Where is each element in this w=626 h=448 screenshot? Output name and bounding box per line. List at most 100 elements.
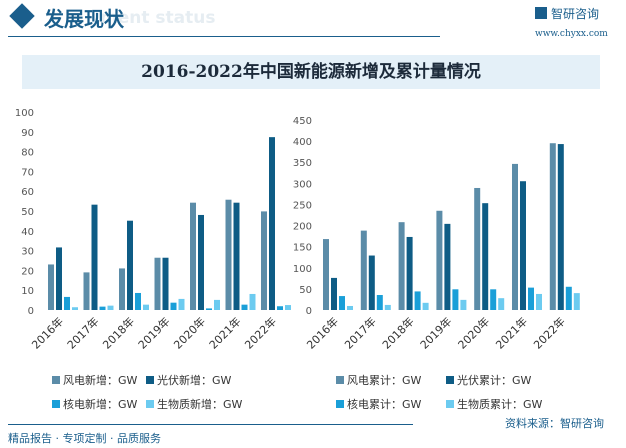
x-tick-label: 2016年 <box>29 314 66 351</box>
legend-swatch <box>146 400 154 408</box>
x-tick-label: 2019年 <box>417 314 454 351</box>
bar-wind-2021年 <box>225 199 232 310</box>
legend-item: 核电新增：GW <box>52 396 137 412</box>
bar-wind-2016年 <box>323 239 329 310</box>
bar-wind-2017年 <box>360 230 367 310</box>
bar-solar-2017年 <box>91 204 98 310</box>
legend-label: 生物质累计：GW <box>457 398 543 411</box>
bar-wind-2022年 <box>549 143 556 310</box>
legend-label: 生物质新增：GW <box>157 398 243 411</box>
legend-swatch <box>446 376 454 384</box>
legend-swatch <box>146 376 154 384</box>
x-tick-label: 2017年 <box>64 314 101 351</box>
bar-nuclear-2019年 <box>452 289 459 310</box>
y-tick-label: 200 <box>293 222 312 233</box>
bar-wind-2019年 <box>154 257 161 310</box>
y-tick-label: 0 <box>306 306 312 317</box>
y-tick-label: 100 <box>293 264 312 275</box>
bar-solar-2018年 <box>406 236 413 310</box>
bar-solar-2016年 <box>56 247 62 310</box>
legend-label: 风电新增：GW <box>63 374 138 387</box>
legend-item: 风电累计：GW <box>336 372 421 388</box>
y-tick-label: 0 <box>28 306 34 317</box>
bar-nuclear-2019年 <box>170 302 177 310</box>
legend-item: 光伏累计：GW <box>446 372 531 388</box>
bar-bio-2018年 <box>143 304 149 310</box>
bar-bio-2020年 <box>498 298 505 310</box>
bar-wind-2021年 <box>512 163 518 310</box>
legend-swatch <box>336 400 344 408</box>
x-tick-label: 2018年 <box>379 314 416 351</box>
y-tick-label: 70 <box>21 167 34 178</box>
x-tick-label: 2020年 <box>171 314 208 351</box>
bar-wind-2020年 <box>474 187 481 310</box>
bar-solar-2021年 <box>520 181 526 310</box>
bar-bio-2019年 <box>178 298 185 310</box>
y-tick-label: 350 <box>293 158 312 169</box>
y-tick-label: 20 <box>21 266 34 277</box>
x-tick-label: 2022年 <box>242 314 279 351</box>
bar-nuclear-2018年 <box>414 291 421 310</box>
bar-solar-2019年 <box>444 223 451 310</box>
bar-bio-2017年 <box>384 304 391 310</box>
bar-solar-2022年 <box>557 144 564 310</box>
bar-wind-2022年 <box>261 211 267 310</box>
bar-bio-2016年 <box>72 307 78 310</box>
bar-wind-2018年 <box>398 222 405 310</box>
x-tick-label: 2017年 <box>341 314 378 351</box>
legend-swatch <box>52 400 60 408</box>
bar-solar-2016年 <box>331 277 337 310</box>
bar-bio-2016年 <box>347 305 353 310</box>
legend-item: 生物质累计：GW <box>446 396 542 412</box>
bar-bio-2019年 <box>460 299 467 310</box>
legend-item: 光伏新增：GW <box>146 372 231 388</box>
bar-bio-2018年 <box>422 302 429 310</box>
brand-logo: 智研咨询 <box>535 5 599 22</box>
bar-solar-2022年 <box>269 137 275 310</box>
bar-wind-2017年 <box>83 272 90 310</box>
x-tick-label: 2022年 <box>530 314 567 351</box>
bar-solar-2019年 <box>162 257 169 310</box>
bar-bio-2022年 <box>573 293 580 310</box>
header-divider <box>8 36 440 37</box>
bar-nuclear-2018年 <box>135 292 141 310</box>
bar-bio-2017年 <box>107 305 114 310</box>
logo-text: 智研咨询 <box>551 7 600 21</box>
y-tick-label: 40 <box>21 227 34 238</box>
y-tick-label: 90 <box>21 128 34 139</box>
x-tick-label: 2019年 <box>135 314 172 351</box>
legend-item: 生物质新增：GW <box>146 396 242 412</box>
x-tick-label: 2020年 <box>455 314 492 351</box>
y-tick-label: 10 <box>21 286 34 297</box>
y-tick-label: 50 <box>21 207 34 218</box>
legend-label: 光伏新增：GW <box>157 374 232 387</box>
bar-nuclear-2016年 <box>339 296 345 310</box>
bar-wind-2018年 <box>119 268 125 310</box>
y-tick-label: 80 <box>21 148 34 159</box>
legend-swatch <box>52 376 60 384</box>
x-tick-label: 2021年 <box>206 314 243 351</box>
legend-label: 核电累计：GW <box>347 398 422 411</box>
brand-url: www.chyxx.com <box>535 29 608 39</box>
bar-bio-2022年 <box>285 305 291 310</box>
y-tick-label: 60 <box>21 187 34 198</box>
bar-nuclear-2020年 <box>206 308 212 310</box>
bar-solar-2020年 <box>198 214 204 310</box>
bar-nuclear-2017年 <box>376 295 383 310</box>
x-tick-label: 2021年 <box>493 314 530 351</box>
legend-item: 核电累计：GW <box>336 396 421 412</box>
legend-label: 光伏累计：GW <box>457 374 532 387</box>
bar-solar-2018年 <box>127 220 133 310</box>
bar-nuclear-2022年 <box>565 286 572 310</box>
bar-wind-2016年 <box>48 264 54 310</box>
footer-slogan: 精品报告 · 专项定制 · 品质服务 <box>8 432 161 445</box>
x-tick-label: 2016年 <box>304 314 341 351</box>
y-tick-label: 400 <box>293 137 312 148</box>
y-tick-label: 150 <box>293 243 312 254</box>
bar-bio-2021年 <box>536 293 542 310</box>
x-tick-label: 2018年 <box>100 314 137 351</box>
bar-solar-2017年 <box>368 255 375 310</box>
bar-nuclear-2021年 <box>241 304 248 310</box>
bar-bio-2020年 <box>214 299 220 310</box>
